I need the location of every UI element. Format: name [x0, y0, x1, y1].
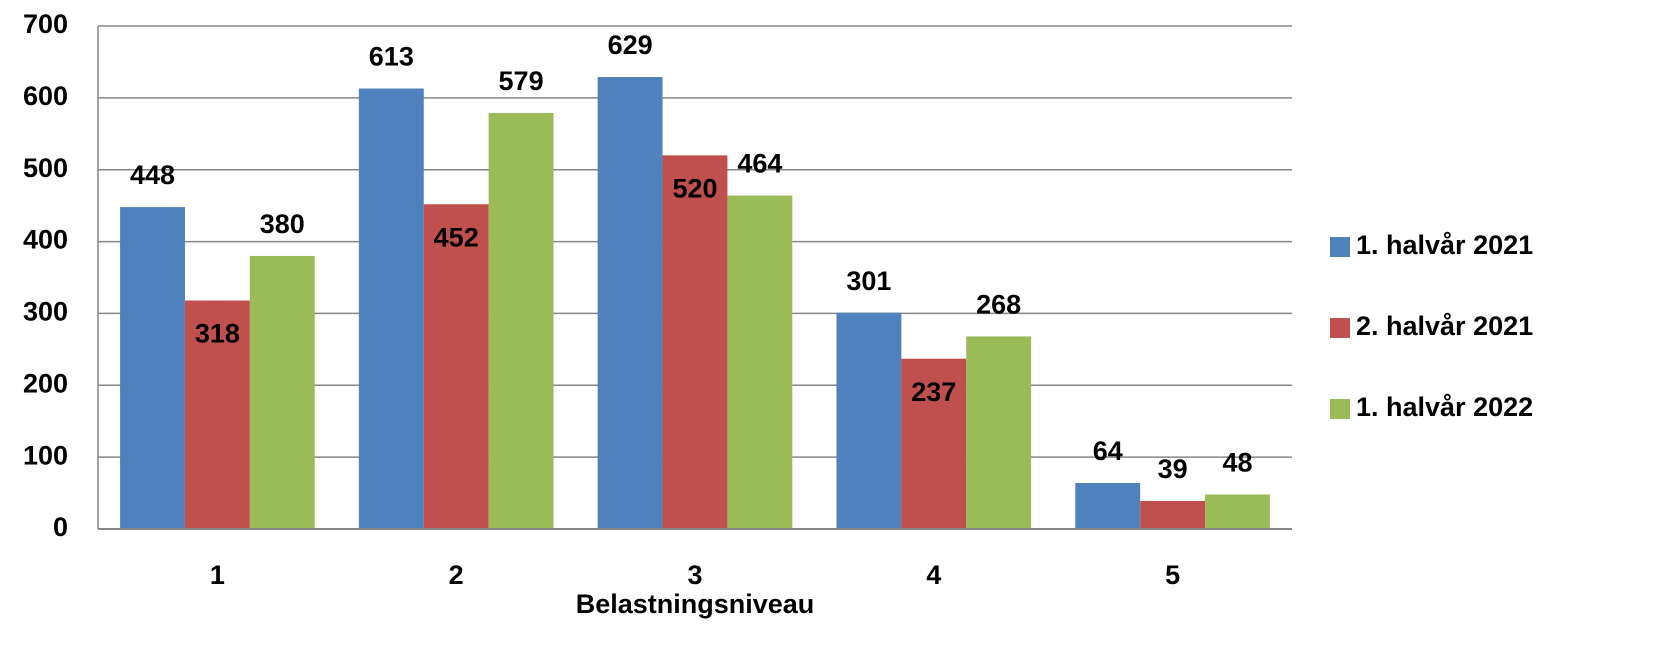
data-label: 520	[672, 173, 717, 203]
bar	[901, 358, 967, 529]
x-tick-label: 2	[449, 560, 464, 590]
data-label: 318	[195, 319, 240, 349]
legend-label: 1. halvår 2022	[1356, 392, 1533, 422]
y-tick-label: 100	[23, 440, 68, 470]
legend-swatch	[1330, 399, 1350, 419]
legend-label: 2. halvår 2021	[1356, 311, 1533, 341]
data-label: 268	[976, 290, 1021, 320]
y-tick-label: 600	[23, 81, 68, 111]
bar	[662, 155, 728, 530]
data-label: 464	[737, 149, 782, 179]
legend-swatch	[1330, 318, 1350, 338]
data-label: 579	[499, 66, 544, 96]
legend-label: 1. halvår 2021	[1356, 230, 1533, 260]
y-tick-label: 500	[23, 153, 68, 183]
data-label: 629	[608, 30, 653, 60]
data-label: 237	[911, 377, 956, 407]
bar	[184, 300, 250, 529]
bar	[249, 255, 315, 529]
data-label: 301	[846, 266, 891, 296]
bar	[1075, 483, 1141, 529]
bar	[597, 77, 663, 530]
data-label: 380	[260, 209, 305, 239]
legend-swatch	[1330, 237, 1350, 257]
bar	[488, 112, 554, 529]
bar	[1205, 494, 1270, 529]
y-tick-label: 700	[23, 9, 68, 39]
bar	[358, 88, 424, 529]
y-tick-label: 0	[53, 512, 68, 542]
bar	[120, 207, 185, 529]
y-tick-label: 300	[23, 297, 68, 327]
bar	[423, 204, 489, 529]
y-tick-label: 400	[23, 225, 68, 255]
bar	[836, 312, 902, 529]
data-label: 448	[130, 160, 175, 190]
data-label: 39	[1158, 454, 1188, 484]
bar	[966, 336, 1032, 529]
x-tick-label: 1	[210, 560, 225, 590]
x-tick-label: 3	[687, 560, 702, 590]
x-tick-label: 5	[1165, 560, 1180, 590]
x-axis-title: Belastningsniveau	[576, 589, 815, 619]
data-label: 613	[369, 42, 414, 72]
data-label: 452	[434, 222, 479, 252]
y-tick-label: 200	[23, 368, 68, 398]
data-label: 48	[1222, 448, 1252, 478]
data-label: 64	[1093, 436, 1123, 466]
bar	[1140, 500, 1206, 529]
bar	[727, 195, 793, 529]
x-tick-label: 4	[926, 560, 941, 590]
